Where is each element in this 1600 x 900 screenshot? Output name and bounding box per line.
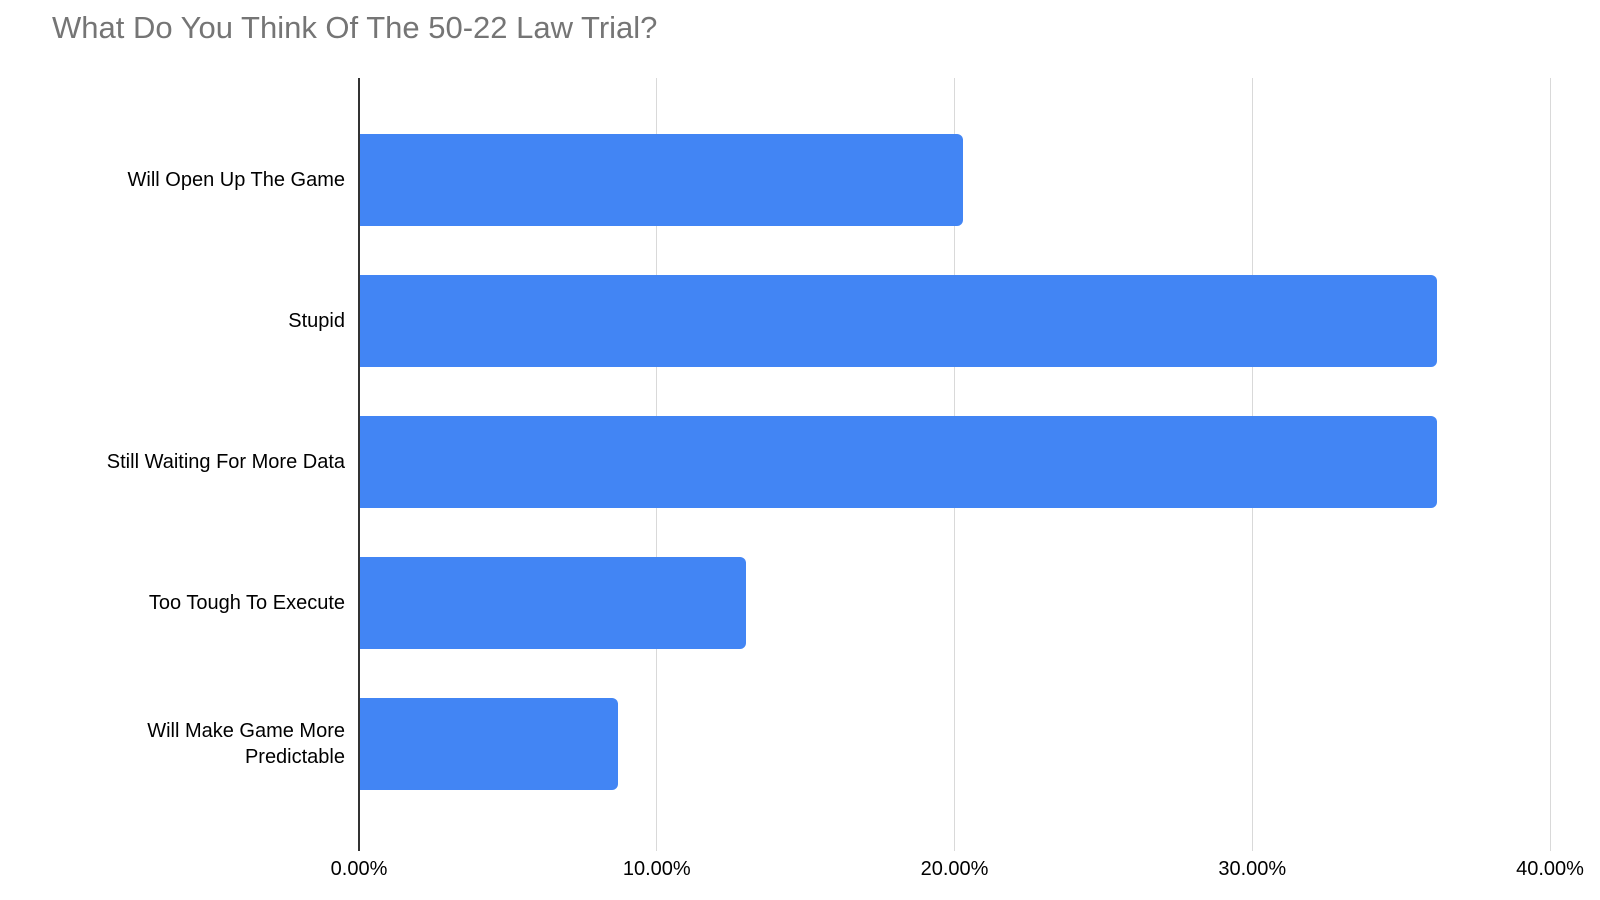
- bar: [359, 133, 964, 226]
- category-label: Still Waiting For More Data: [106, 450, 345, 473]
- label-row: Too Tough To Execute: [0, 532, 359, 673]
- label-row: Will Make Game More Predictable: [0, 673, 359, 814]
- bar: [359, 556, 747, 649]
- x-tick-label: 20.00%: [920, 858, 989, 880]
- x-axis: 0.00% 10.00% 20.00% 30.00% 40.00%: [331, 858, 1584, 888]
- bar-row: [359, 109, 1550, 250]
- x-tick-label: 10.00%: [622, 858, 691, 880]
- bar: [359, 697, 619, 790]
- bar-series: [359, 109, 1550, 814]
- category-axis: Will Open Up The Game Stupid Still Waiting…: [0, 109, 359, 814]
- label-row: Stupid: [0, 250, 359, 391]
- category-label: Will Open Up The Game: [127, 168, 346, 191]
- bar-row: [359, 673, 1550, 814]
- chart-title: What Do You Think Of The 50-22 Law Trial…: [52, 10, 658, 45]
- x-tick-label: 0.00%: [330, 858, 388, 880]
- x-tick-label: 40.00%: [1516, 858, 1584, 880]
- bar-row: [359, 391, 1550, 532]
- bar-row: [359, 532, 1550, 673]
- label-row: Will Open Up The Game: [0, 109, 359, 250]
- bar: [359, 415, 1437, 508]
- bar-row: [359, 250, 1550, 391]
- gridline: [1549, 78, 1551, 851]
- bar: [359, 274, 1437, 367]
- category-label: Too Tough To Execute: [148, 591, 345, 614]
- category-label: Will Make Game More Predictable: [147, 719, 345, 768]
- category-label: Stupid: [288, 309, 345, 332]
- label-row: Still Waiting For More Data: [0, 391, 359, 532]
- y-axis-line: [358, 78, 360, 851]
- plot-area: [358, 78, 1551, 851]
- x-tick-label: 30.00%: [1218, 858, 1287, 880]
